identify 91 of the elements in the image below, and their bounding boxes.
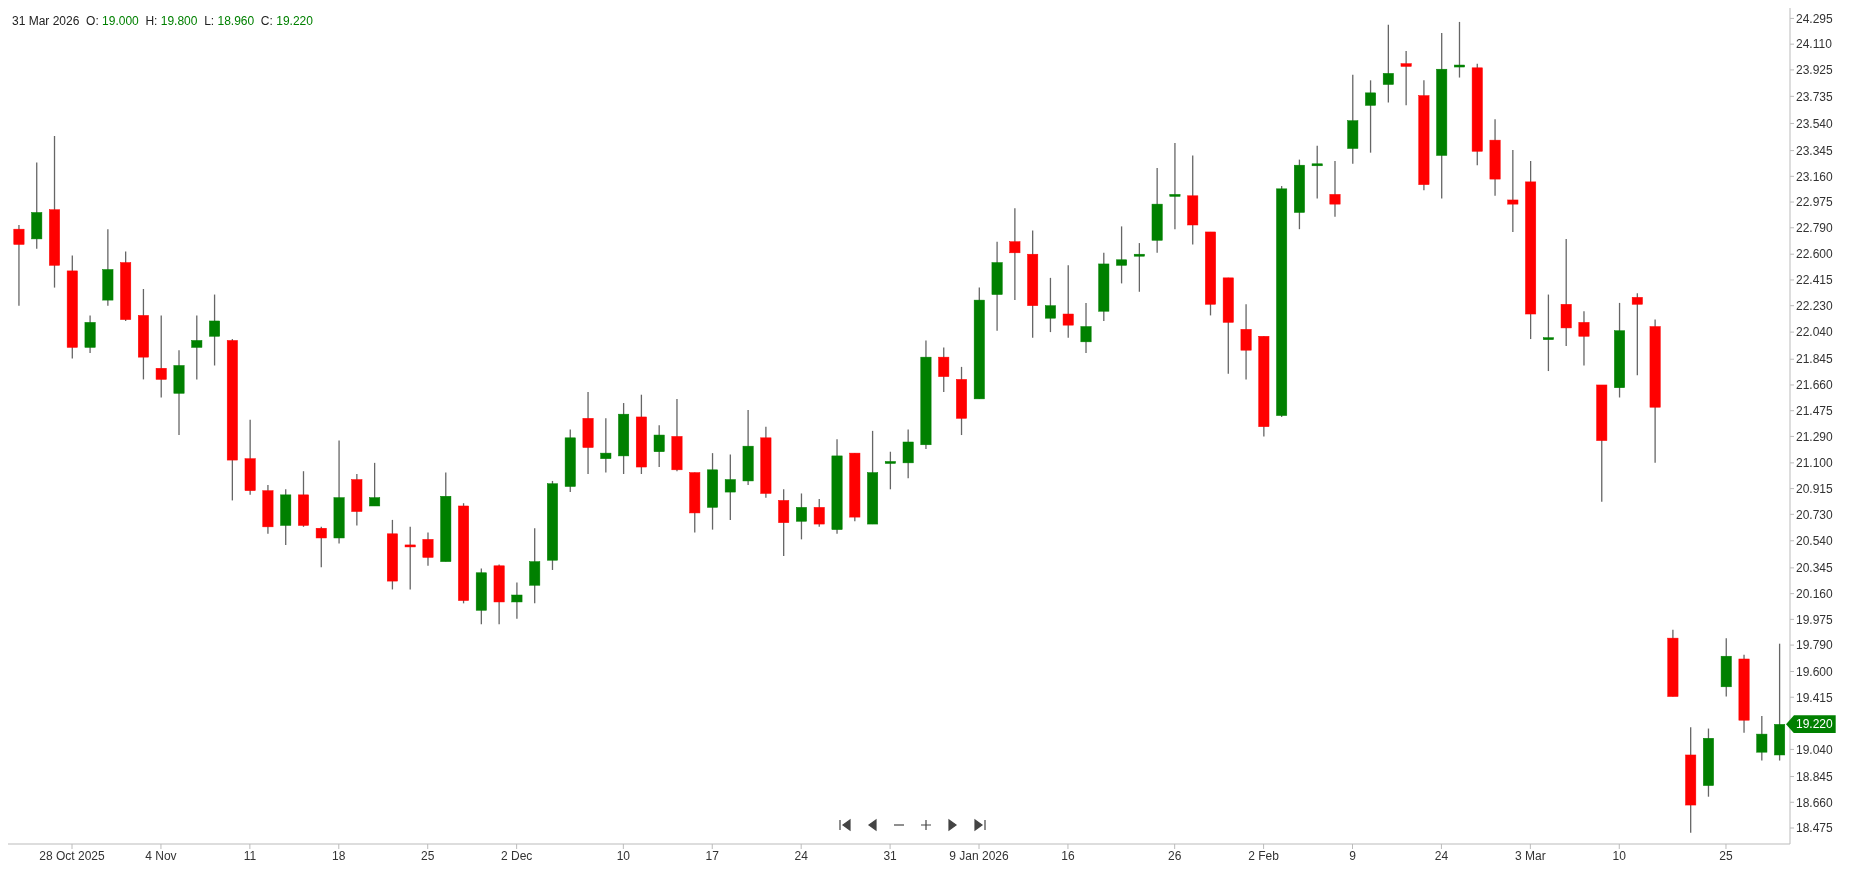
y-tick-label: 19.600 [1796, 664, 1834, 679]
x-tick-label: 9 [1349, 848, 1357, 863]
x-tick-label: 25 [421, 848, 435, 863]
x-tick-label: 2 Dec [500, 848, 533, 863]
candlestick [884, 451, 896, 490]
x-tick-label: 17 [705, 848, 720, 863]
x-tick-label: 24 [794, 848, 809, 863]
y-tick-label: 23.925 [1796, 63, 1834, 78]
y-tick-label: 18.475 [1796, 821, 1834, 836]
y-tick-label: 20.730 [1796, 507, 1834, 522]
candlestick [724, 453, 736, 521]
y-tick-label: 20.160 [1796, 586, 1834, 601]
candlestick [813, 498, 825, 528]
candlestick [1756, 715, 1768, 762]
y-tick-label: 20.540 [1796, 534, 1834, 549]
candlestick [938, 346, 950, 393]
x-tick-label: 4 Nov [145, 848, 177, 863]
candlestick [209, 293, 220, 367]
candlestick [369, 462, 381, 507]
candlestick [13, 224, 25, 307]
candlestick [404, 526, 416, 591]
x-tick-label: 24 [1434, 848, 1449, 863]
y-tick-label: 22.230 [1796, 298, 1834, 313]
y-tick-label: 21.475 [1796, 403, 1834, 418]
y-tick-label: 19.040 [1796, 742, 1834, 757]
candlestick [1365, 79, 1376, 154]
y-tick-label: 23.345 [1796, 143, 1834, 158]
y-tick-label: 19.790 [1796, 638, 1834, 653]
x-tick-label: 31 [883, 848, 898, 863]
candlestick [1311, 145, 1323, 200]
candlestick [191, 314, 203, 381]
candlestick [422, 531, 434, 567]
candlestick [600, 417, 612, 474]
x-tick-label: 11 [243, 848, 257, 863]
candlestick [1116, 225, 1127, 285]
candlestick [1578, 310, 1590, 367]
candlestick [1454, 21, 1465, 79]
text: 19.220 [1786, 715, 1836, 734]
candlestick [155, 314, 167, 399]
candlestick [1631, 292, 1643, 376]
y-tick-label: 19.975 [1796, 612, 1834, 627]
x-tick-label: 3 Mar [1515, 848, 1546, 863]
candlestick [1045, 277, 1056, 333]
y-tick-label: 18.845 [1796, 769, 1834, 784]
candlestick [1240, 303, 1252, 381]
x-tick-label: 18 [332, 848, 346, 863]
y-tick-label: 19.415 [1796, 690, 1834, 705]
y-tick-label: 22.790 [1796, 221, 1834, 236]
y-tick-label: 21.845 [1796, 352, 1834, 367]
y-tick-label: 20.345 [1796, 561, 1834, 576]
candlestick [1133, 242, 1145, 293]
candlestick [529, 527, 541, 604]
x-tick-label: 10 [1612, 848, 1627, 863]
y-tick-label: 23.160 [1796, 169, 1834, 184]
candlestick [1400, 50, 1412, 107]
candlestick [1507, 149, 1519, 233]
candlestick [902, 428, 914, 479]
y-tick-label: 22.975 [1796, 195, 1834, 210]
candlestick [511, 581, 523, 620]
y-tick-label: 21.290 [1796, 429, 1834, 444]
y-tick-label: 23.735 [1796, 89, 1834, 104]
x-tick-label: 9 Jan 2026 [949, 848, 1010, 863]
candlestick [315, 526, 327, 568]
candlestick [1382, 24, 1394, 104]
candlestick [1080, 302, 1092, 354]
x-tick-label: 26 [1167, 848, 1182, 863]
candlestick [1329, 160, 1341, 218]
text: 31 Mar 2026 O: 19.000 H: 19.800 L: 18.960 C: 19.220 [12, 14, 313, 28]
y-tick-label: 22.600 [1796, 247, 1834, 262]
candlestick [1009, 207, 1021, 301]
candlestick [1542, 293, 1554, 372]
y-tick-label: 23.540 [1796, 116, 1834, 131]
y-tick-label: 21.660 [1796, 378, 1834, 393]
y-tick-label: 24.110 [1796, 37, 1833, 52]
y-tick-label: 21.100 [1796, 456, 1834, 471]
x-tick-label: 25 [1719, 848, 1733, 863]
x-tick-label: 28 Oct 2025 [39, 848, 106, 863]
y-tick-label: 24.295 [1796, 11, 1834, 26]
candlestick [653, 424, 665, 468]
candlestick [1169, 142, 1181, 230]
candlestick [796, 492, 807, 541]
y-tick-label: 18.660 [1796, 795, 1834, 810]
y-tick-label: 22.040 [1796, 325, 1834, 340]
y-tick-label: 20.915 [1796, 481, 1834, 496]
candlestick [1560, 238, 1572, 347]
candlestick [1062, 264, 1074, 339]
x-tick-label: 2 Feb [1248, 848, 1280, 863]
x-tick-label: 16 [1061, 848, 1075, 863]
x-tick-label: 10 [616, 848, 631, 863]
candlestick [778, 488, 790, 557]
y-tick-label: 22.415 [1796, 273, 1834, 288]
